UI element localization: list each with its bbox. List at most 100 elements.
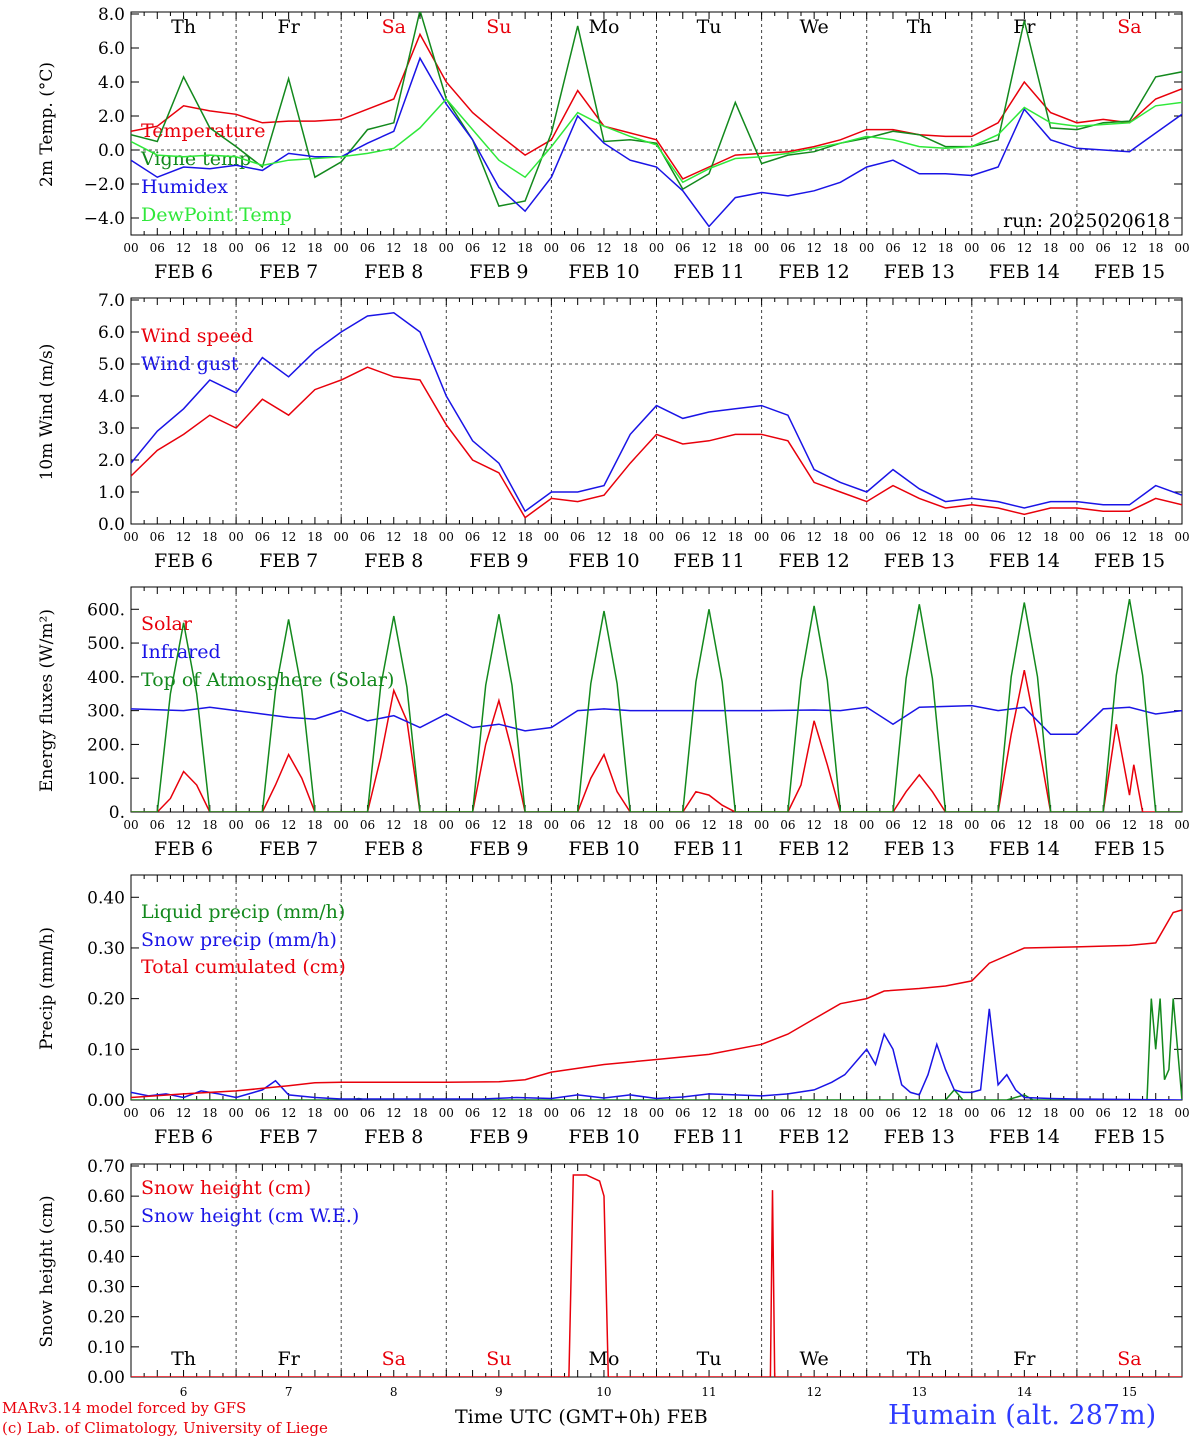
date-label: FEB 11 xyxy=(673,550,744,572)
hour-label: 18 xyxy=(833,530,848,544)
hour-label: 12 xyxy=(491,818,506,832)
y-tick-label: 0.20 xyxy=(87,1308,125,1328)
weekday-label: Sa xyxy=(382,1348,406,1370)
y-tick-label: 0.10 xyxy=(87,1338,125,1358)
legend-entry: Snow height (cm W.E.) xyxy=(141,1205,359,1227)
hour-label: 00 xyxy=(228,1106,243,1120)
hour-label: 00 xyxy=(1174,1106,1189,1120)
legend-entry: Total cumulated (cm) xyxy=(141,956,346,978)
hour-label: 12 xyxy=(491,530,506,544)
panel-4: 0.40 0.30 0.20 0.10 0.00 Precip (mm/h) 00 06 12 1… xyxy=(37,874,1190,1148)
hour-label: 06 xyxy=(675,1106,690,1120)
hour-label: 00 xyxy=(754,241,769,255)
hour-label: 00 xyxy=(123,241,138,255)
run-annotation: run: 2025020618 xyxy=(1003,210,1170,232)
hour-label: 00 xyxy=(439,530,454,544)
date-label: FEB 15 xyxy=(1094,261,1165,283)
hour-label: 18 xyxy=(307,241,322,255)
hour-label: 18 xyxy=(938,818,953,832)
date-label: FEB 7 xyxy=(259,550,318,572)
y-tick-label: 0.40 xyxy=(87,888,125,908)
hour-label: 18 xyxy=(202,1106,217,1120)
hour-label: 06 xyxy=(570,241,585,255)
legend-entry: Humidex xyxy=(141,176,228,198)
hour-label: 12 xyxy=(281,1106,296,1120)
hour-label: 12 xyxy=(386,530,401,544)
y-tick-label: 0.60 xyxy=(87,1187,125,1207)
y-tick-label: 7.0 xyxy=(98,291,125,311)
series-line-total-cumulated-cm- xyxy=(131,909,1182,1099)
series-line-top-of-atmosphere-solar- xyxy=(131,598,1182,812)
series-line-wind-speed xyxy=(131,366,1182,519)
y-axis-label: Snow height (cm) xyxy=(37,1195,57,1347)
hour-label: 06 xyxy=(780,1106,795,1120)
hour-label: 12 xyxy=(912,530,927,544)
hour-label: 00 xyxy=(964,530,979,544)
day-number: 8 xyxy=(390,1385,398,1399)
date-label: FEB 12 xyxy=(779,550,850,572)
panel-5: 0.70 0.60 0.50 0.40 0.30 0.20 0.10 0.00 Snow hei… xyxy=(37,1157,1183,1399)
hour-label: 12 xyxy=(1017,818,1032,832)
hour-label: 12 xyxy=(807,818,822,832)
day-number: 15 xyxy=(1122,1385,1137,1399)
model-credit: MARv3.14 model forced by GFS xyxy=(2,1399,247,1417)
hour-label: 06 xyxy=(255,241,270,255)
hour-label: 00 xyxy=(754,1106,769,1120)
y-tick-label: 300. xyxy=(87,702,125,722)
date-label: FEB 10 xyxy=(568,550,639,572)
hour-label: 06 xyxy=(570,818,585,832)
hour-label: 18 xyxy=(728,530,743,544)
hour-label: 18 xyxy=(728,241,743,255)
hour-label: 18 xyxy=(412,1106,427,1120)
hour-label: 00 xyxy=(1174,530,1189,544)
hour-label: 06 xyxy=(360,530,375,544)
hour-label: 00 xyxy=(1174,241,1189,255)
hour-label: 06 xyxy=(990,818,1005,832)
hour-label: 06 xyxy=(465,818,480,832)
hour-label: 18 xyxy=(517,241,532,255)
hour-label: 12 xyxy=(386,1106,401,1120)
series-line-infrared xyxy=(131,704,1182,736)
panel-2: 7.0 6.0 5.0 4.0 3.0 2.0 1.0 0.0 10m Wind (m/s) 00… xyxy=(37,291,1190,572)
date-label: FEB 11 xyxy=(673,838,744,860)
y-tick-label: 6.0 xyxy=(98,323,125,343)
hour-label: 00 xyxy=(544,1106,559,1120)
hour-label: 12 xyxy=(807,530,822,544)
hour-label: 06 xyxy=(255,1106,270,1120)
legend-entry: Top of Atmosphere (Solar) xyxy=(141,669,394,691)
y-tick-label: 0.0 xyxy=(98,141,125,161)
hour-label: 12 xyxy=(1122,818,1137,832)
y-tick-label: 6.0 xyxy=(98,39,125,59)
legend-entry: Liquid precip (mm/h) xyxy=(141,901,345,923)
hour-label: 18 xyxy=(1043,241,1058,255)
date-label: FEB 11 xyxy=(673,261,744,283)
hour-label: 06 xyxy=(990,1106,1005,1120)
hour-label: 06 xyxy=(570,1106,585,1120)
hour-label: 18 xyxy=(202,818,217,832)
hour-label: 00 xyxy=(649,818,664,832)
y-tick-label: 0.70 xyxy=(87,1157,125,1177)
hour-label: 18 xyxy=(202,241,217,255)
hour-label: 18 xyxy=(623,530,638,544)
hour-label: 06 xyxy=(990,241,1005,255)
y-tick-label: 200. xyxy=(87,735,125,755)
hour-label: 12 xyxy=(912,241,927,255)
date-label: FEB 15 xyxy=(1094,550,1165,572)
hour-label: 12 xyxy=(176,530,191,544)
date-label: FEB 9 xyxy=(469,550,528,572)
hour-label: 18 xyxy=(517,818,532,832)
date-label: FEB 7 xyxy=(259,1126,318,1148)
hour-label: 00 xyxy=(228,530,243,544)
date-label: FEB 8 xyxy=(364,550,423,572)
y-axis-label: 2m Temp. (°C) xyxy=(37,62,57,187)
y-axis-label: Energy fluxes (W/m²) xyxy=(37,609,57,792)
hour-label: 18 xyxy=(833,241,848,255)
hour-label: 18 xyxy=(833,1106,848,1120)
weekday-label: Th xyxy=(171,1348,196,1370)
hour-label: 18 xyxy=(938,241,953,255)
date-label: FEB 12 xyxy=(779,838,850,860)
hour-label: 18 xyxy=(623,1106,638,1120)
hour-label: 00 xyxy=(964,241,979,255)
y-tick-label: 1.0 xyxy=(98,483,125,503)
date-label: FEB 13 xyxy=(884,261,955,283)
